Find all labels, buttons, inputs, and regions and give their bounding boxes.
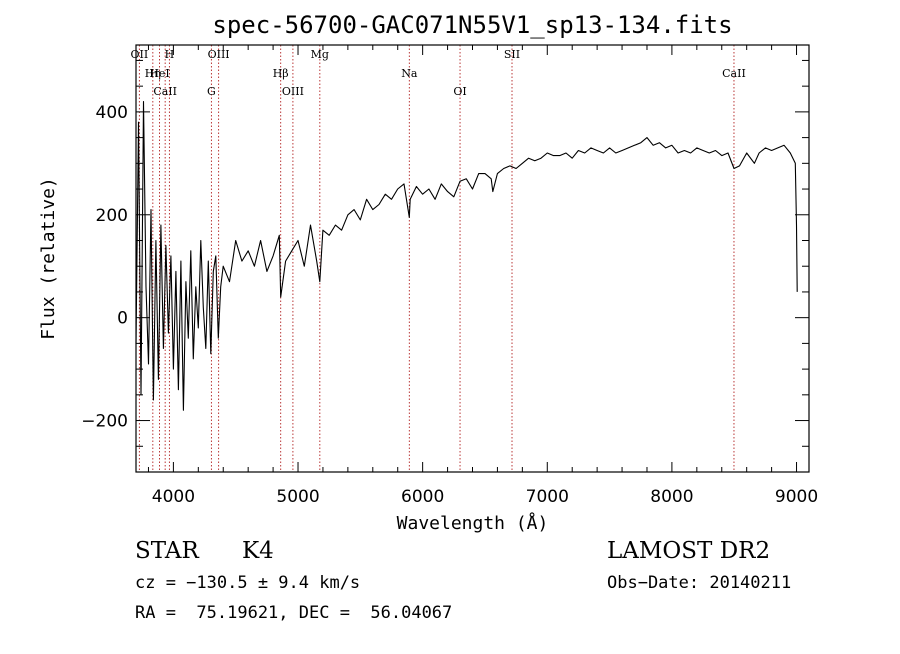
x-axis-title: Wavelength (Å) — [397, 512, 549, 534]
line-marker-label-12: SII — [504, 48, 520, 61]
line-marker-label-4: HeI — [149, 67, 169, 80]
survey-label: LAMOST DR2 — [607, 538, 771, 564]
x-tick-label-7000: 7000 — [526, 487, 569, 507]
line-marker-label-3: H — [165, 48, 175, 61]
spectrum-line — [135, 101, 798, 411]
y-tick-label--200: −200 — [81, 412, 128, 432]
y-tick-label-0: 0 — [117, 309, 128, 329]
x-tick-label-8000: 8000 — [650, 487, 693, 507]
plot-frame — [135, 44, 810, 473]
line-marker-label-9: Mg — [311, 48, 329, 61]
line-marker-label-13: CaII — [722, 67, 746, 80]
line-marker-label-6: OIII — [208, 48, 230, 61]
axis-labels: 4000 5000 6000 7000 8000 9000 −200 0 200 400 spec-… — [38, 11, 818, 534]
y-axis-title: Flux (relative) — [38, 177, 59, 340]
line-markers: OII Hη CaII H HeI G OIII Hβ OIII Mg Na OI SII CaII — [131, 45, 746, 472]
spectrum-line-group — [135, 101, 798, 411]
x-tick-label-4000: 4000 — [152, 487, 195, 507]
line-marker-label-7: Hβ — [273, 67, 289, 80]
object-class: STAR — [135, 538, 199, 564]
line-marker-label-10: Na — [401, 67, 418, 80]
x-tick-label-6000: 6000 — [401, 487, 444, 507]
subclass: K4 — [242, 538, 274, 564]
line-marker-label-0: OII — [131, 48, 149, 61]
redshift-readout: cz = −130.5 ± 9.4 km/s — [135, 573, 361, 593]
x-tick-label-5000: 5000 — [276, 487, 319, 507]
y-tick-label-200: 200 — [96, 206, 128, 226]
line-marker-label-8: OIII — [282, 85, 304, 98]
chart-title: spec-56700-GAC071N55V1_sp13-134.fits — [212, 11, 732, 39]
x-tick-label-9000: 9000 — [775, 487, 818, 507]
line-marker-label-1: Hη — [145, 67, 161, 80]
coordinates: RA = 75.19621, DEC = 56.04067 — [135, 603, 453, 623]
line-marker-label-5: G — [207, 85, 216, 98]
line-marker-label-2: CaII — [153, 85, 177, 98]
line-marker-label-11: OI — [453, 85, 466, 98]
obs-date: Obs−Date: 20140211 — [607, 573, 792, 593]
axis-ticks — [136, 45, 809, 473]
y-tick-label-400: 400 — [96, 103, 128, 123]
